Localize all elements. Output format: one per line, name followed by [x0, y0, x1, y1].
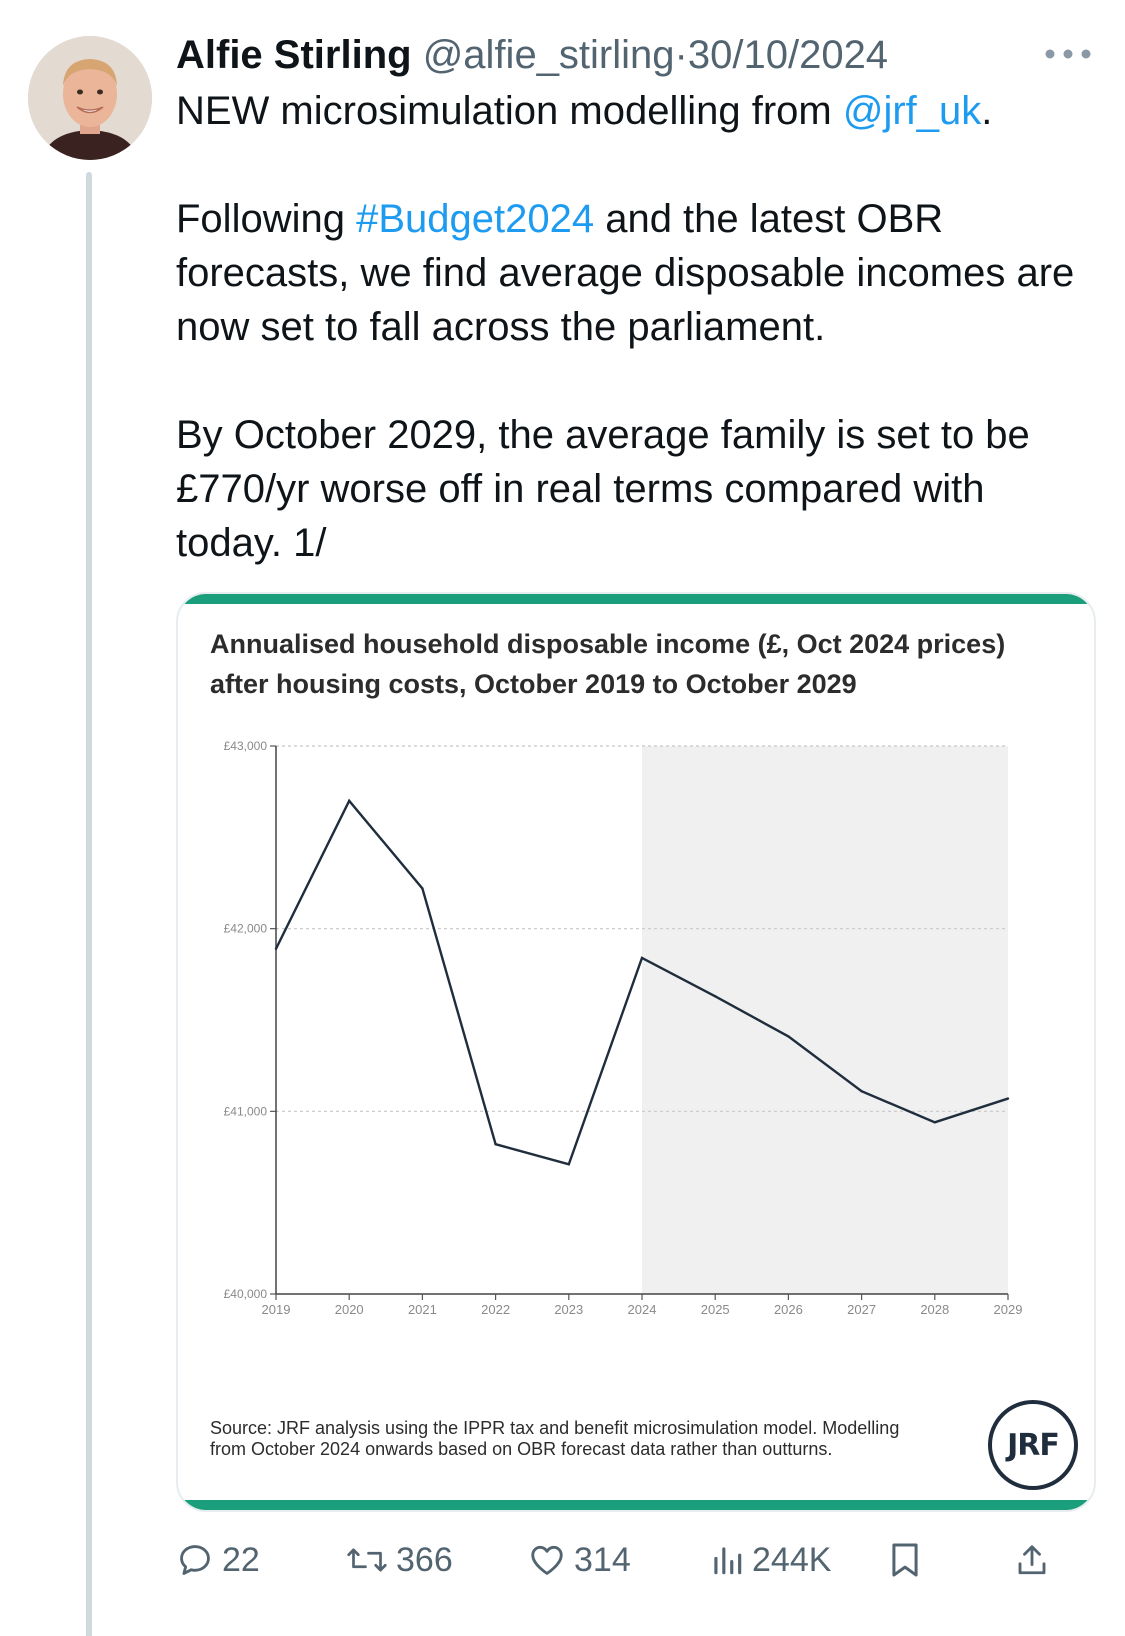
- avatar[interactable]: [28, 36, 152, 160]
- media-bottom-accent-bar: [178, 1500, 1094, 1510]
- author-name[interactable]: Alfie Stirling: [176, 33, 412, 77]
- view-count: 244K: [752, 1540, 832, 1579]
- x-tick-label: 2025: [701, 1302, 730, 1317]
- author-handle[interactable]: @alfie_stirling: [422, 33, 675, 77]
- reply-icon: [180, 1545, 210, 1575]
- media-top-accent-bar: [178, 594, 1094, 604]
- heart-icon: [531, 1545, 563, 1575]
- tweet-date[interactable]: 30/10/2024: [687, 33, 889, 77]
- mention-link[interactable]: @jrf_uk: [842, 89, 982, 133]
- chart-title: Annualised household disposable income (…: [210, 629, 1006, 699]
- avatar-image: [28, 36, 152, 160]
- x-tick-label: 2027: [847, 1302, 876, 1317]
- share-icon: [1018, 1545, 1046, 1575]
- tweet-header: Alfie Stirling @alfie_stirling·30/10/202…: [176, 28, 1096, 88]
- bookmark-button[interactable]: [888, 1530, 922, 1590]
- tweet-text-segment: .: [981, 89, 993, 133]
- y-tick-label: £43,000: [224, 739, 268, 753]
- views-chart-icon: [714, 1547, 742, 1575]
- hashtag-link[interactable]: #Budget2024: [356, 197, 595, 241]
- repost-button[interactable]: 366: [346, 1530, 453, 1590]
- x-tick-label: 2021: [408, 1302, 437, 1317]
- repost-count: 366: [396, 1540, 453, 1579]
- data-point: [640, 956, 644, 960]
- y-tick-label: £40,000: [224, 1287, 268, 1301]
- data-point: [933, 1121, 936, 1124]
- jrf-logo-text: JRF: [1007, 1427, 1060, 1463]
- data-point: [787, 1035, 790, 1038]
- x-tick-label: 2028: [920, 1302, 949, 1317]
- reply-count: 22: [222, 1540, 260, 1579]
- data-point: [421, 887, 424, 890]
- y-tick-label: £41,000: [224, 1104, 268, 1118]
- reply-button[interactable]: 22: [176, 1530, 260, 1590]
- like-button[interactable]: 314: [528, 1530, 631, 1590]
- x-tick-label: 2020: [335, 1302, 364, 1317]
- repost-icon: [347, 1548, 387, 1572]
- x-tick-label: 2023: [554, 1302, 583, 1317]
- share-button[interactable]: [1014, 1530, 1050, 1590]
- data-point: [1006, 1097, 1010, 1100]
- x-tick-label: 2019: [262, 1302, 291, 1317]
- media-image[interactable]: Annualised household disposable income (…: [176, 592, 1096, 1512]
- x-tick-label: 2024: [628, 1302, 657, 1317]
- data-point: [567, 1163, 570, 1166]
- meta-separator: ·: [674, 33, 688, 77]
- thread-connector-line: [86, 172, 92, 1636]
- x-tick-label: 2026: [774, 1302, 803, 1317]
- bookmark-icon: [892, 1543, 918, 1577]
- forecast-shaded-region: [642, 746, 1008, 1294]
- tweet-paragraph-2: Following #Budget2024 and the latest OBR…: [176, 192, 1096, 354]
- jrf-logo: JRF: [988, 1400, 1078, 1490]
- x-tick-label: 2022: [481, 1302, 510, 1317]
- data-point: [714, 995, 717, 998]
- like-count: 314: [574, 1540, 631, 1579]
- data-point: [860, 1090, 863, 1093]
- action-bar: 22 366 314 244K: [176, 1530, 1096, 1590]
- tweet-text-segment: NEW microsimulation modelling from: [176, 89, 843, 133]
- data-point: [348, 799, 351, 802]
- chart-source-note: Source: JRF analysis using the IPPR tax …: [210, 1418, 900, 1459]
- views-button[interactable]: 244K: [710, 1530, 831, 1590]
- y-tick-label: £42,000: [224, 922, 268, 936]
- more-options-icon[interactable]: [1040, 36, 1096, 72]
- x-tick-label: 2029: [994, 1302, 1023, 1317]
- tweet-text: NEW microsimulation modelling from @jrf_…: [176, 84, 1096, 570]
- tweet-text-segment: Following: [176, 197, 357, 241]
- line-chart: £40,000 £41,000 £42,000 £43,000 2019 2020 2021…: [224, 739, 1023, 1317]
- data-point: [494, 1143, 497, 1146]
- tweet-text-segment: and the latest OBR forecasts, we find av…: [176, 197, 1075, 349]
- tweet-paragraph-3: By October 2029, the average family is s…: [176, 413, 1030, 565]
- data-point: [274, 947, 278, 950]
- tweet-paragraph-1: NEW microsimulation modelling from @jrf_…: [176, 84, 1096, 138]
